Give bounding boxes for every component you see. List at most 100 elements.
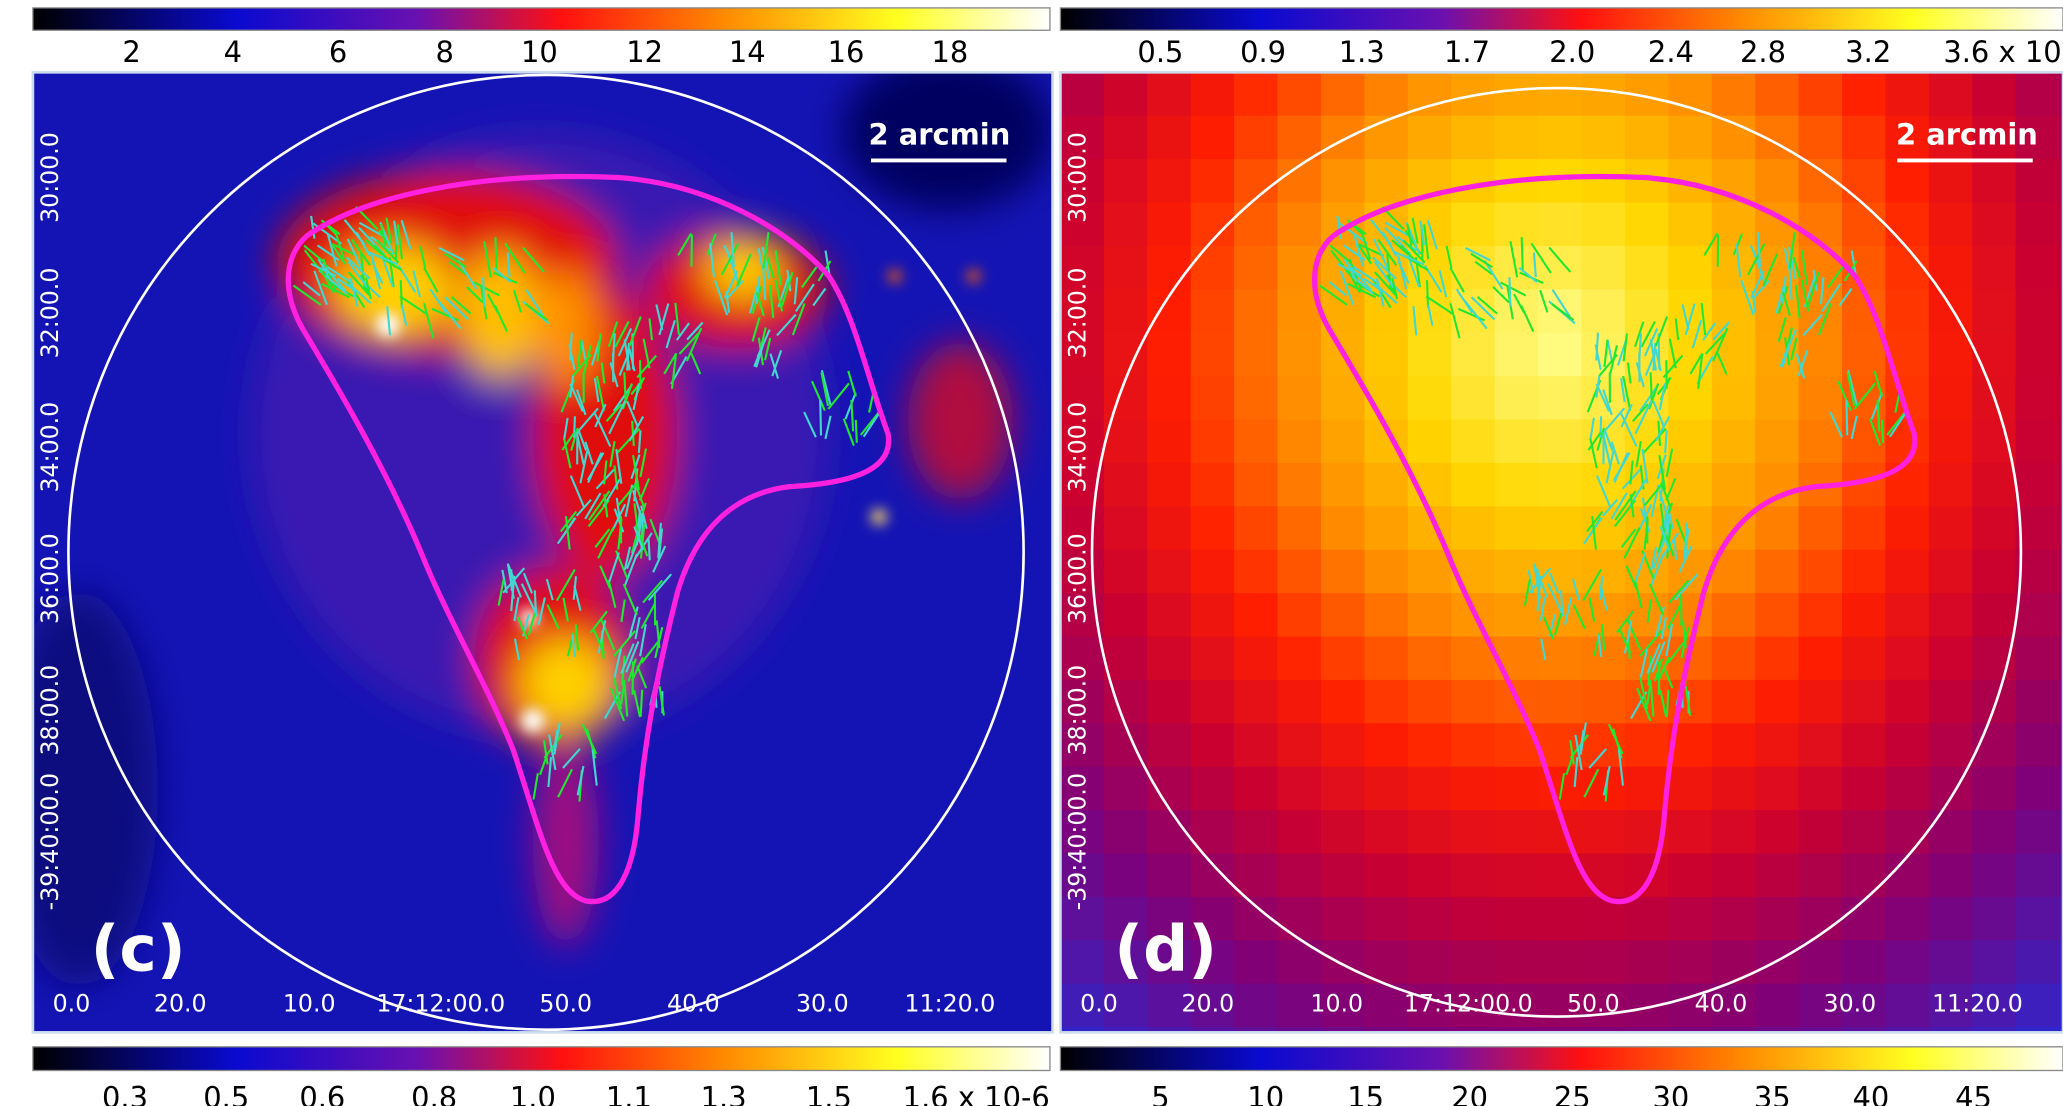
vector xyxy=(1678,545,1693,573)
pixel xyxy=(1407,1027,1452,1033)
vector xyxy=(1620,377,1626,403)
dec-label: 38:00.0 xyxy=(1063,665,1091,756)
pixel xyxy=(1147,462,1192,507)
pixel xyxy=(1755,159,1800,204)
vector xyxy=(1573,757,1579,788)
vector xyxy=(820,370,832,406)
vector xyxy=(419,245,427,269)
vector xyxy=(331,243,358,257)
pixel xyxy=(2015,766,2060,811)
vector xyxy=(1654,416,1671,442)
pixel xyxy=(1755,593,1800,638)
vector xyxy=(1620,413,1638,447)
pixel xyxy=(1841,810,1887,855)
vector xyxy=(800,266,818,288)
pixel xyxy=(1190,1027,1235,1033)
pixel xyxy=(2059,202,2063,247)
vector xyxy=(1607,723,1624,755)
vector xyxy=(1406,254,1421,288)
vector xyxy=(1646,643,1661,674)
vector xyxy=(400,304,408,326)
vector xyxy=(444,252,467,269)
vector xyxy=(621,383,633,410)
vector xyxy=(483,241,492,278)
vector xyxy=(627,658,637,682)
vector xyxy=(1752,249,1766,282)
scale-bar-label: 2 arcmin xyxy=(1896,118,2038,152)
pixel xyxy=(1581,1027,1626,1033)
vector xyxy=(1662,665,1674,689)
vector xyxy=(1547,583,1565,617)
vector xyxy=(569,332,573,361)
vector xyxy=(575,389,587,416)
pixel xyxy=(1451,376,1496,421)
pixel xyxy=(1320,636,1366,681)
colorbar-tick-label: 1.0 xyxy=(510,1080,556,1106)
vector xyxy=(1353,233,1364,267)
vector xyxy=(612,333,616,359)
pixel xyxy=(1364,289,1409,334)
colorbar-tick-label: 18 xyxy=(932,35,969,69)
vector xyxy=(326,233,338,267)
pixel xyxy=(2015,940,2060,985)
pixel xyxy=(1190,376,1235,421)
pixel xyxy=(1190,766,1235,811)
colorbar-tick-label: 30 xyxy=(1653,1080,1690,1106)
vector xyxy=(1853,382,1877,410)
vector xyxy=(1374,282,1398,305)
vector xyxy=(755,292,765,316)
pixel xyxy=(1841,1027,1887,1033)
pixel xyxy=(1538,940,1583,985)
vector xyxy=(1660,616,1667,640)
pixel xyxy=(1190,679,1235,724)
vector xyxy=(497,579,505,606)
vector xyxy=(473,281,500,297)
vector xyxy=(1712,327,1729,362)
pixel xyxy=(1755,419,1800,464)
vector xyxy=(571,354,592,378)
vector xyxy=(545,578,554,601)
vector xyxy=(1602,765,1611,796)
pixel xyxy=(1277,853,1322,898)
pixel xyxy=(2059,810,2063,855)
pixel xyxy=(1538,679,1583,724)
pixel xyxy=(1147,549,1192,594)
pixel xyxy=(1668,853,1713,898)
pixel xyxy=(1451,1027,1496,1033)
vector xyxy=(437,300,462,330)
vector xyxy=(603,494,609,518)
vector xyxy=(812,287,827,307)
vector xyxy=(423,267,439,293)
pixel xyxy=(1711,593,1756,638)
vector xyxy=(594,403,607,428)
vector xyxy=(632,455,640,491)
vector xyxy=(637,514,643,540)
vector xyxy=(370,255,382,290)
vector xyxy=(581,723,598,755)
pixel xyxy=(1103,636,1148,681)
pixel xyxy=(2059,506,2063,551)
pixel xyxy=(1798,766,1843,811)
pixel xyxy=(1755,462,1800,507)
vector xyxy=(771,349,783,377)
pixel xyxy=(1234,506,1279,551)
pixel xyxy=(1841,159,1887,204)
pixel xyxy=(1755,896,1800,941)
pixel xyxy=(1147,766,1192,811)
vector xyxy=(1449,302,1461,339)
pixel xyxy=(1277,679,1322,724)
pixel xyxy=(1451,419,1496,464)
vector xyxy=(579,450,589,484)
pixel xyxy=(1668,289,1713,334)
pixel xyxy=(1234,549,1279,594)
vector xyxy=(1648,383,1660,410)
ra-label: 0.0 xyxy=(53,989,91,1017)
pixel xyxy=(1494,896,1539,941)
pixel xyxy=(1147,159,1192,204)
pixel xyxy=(1624,419,1669,464)
vector xyxy=(1634,321,1645,348)
vector xyxy=(1782,292,1791,316)
pixel xyxy=(1147,810,1192,855)
vector xyxy=(726,279,744,299)
vector xyxy=(1666,603,1683,629)
